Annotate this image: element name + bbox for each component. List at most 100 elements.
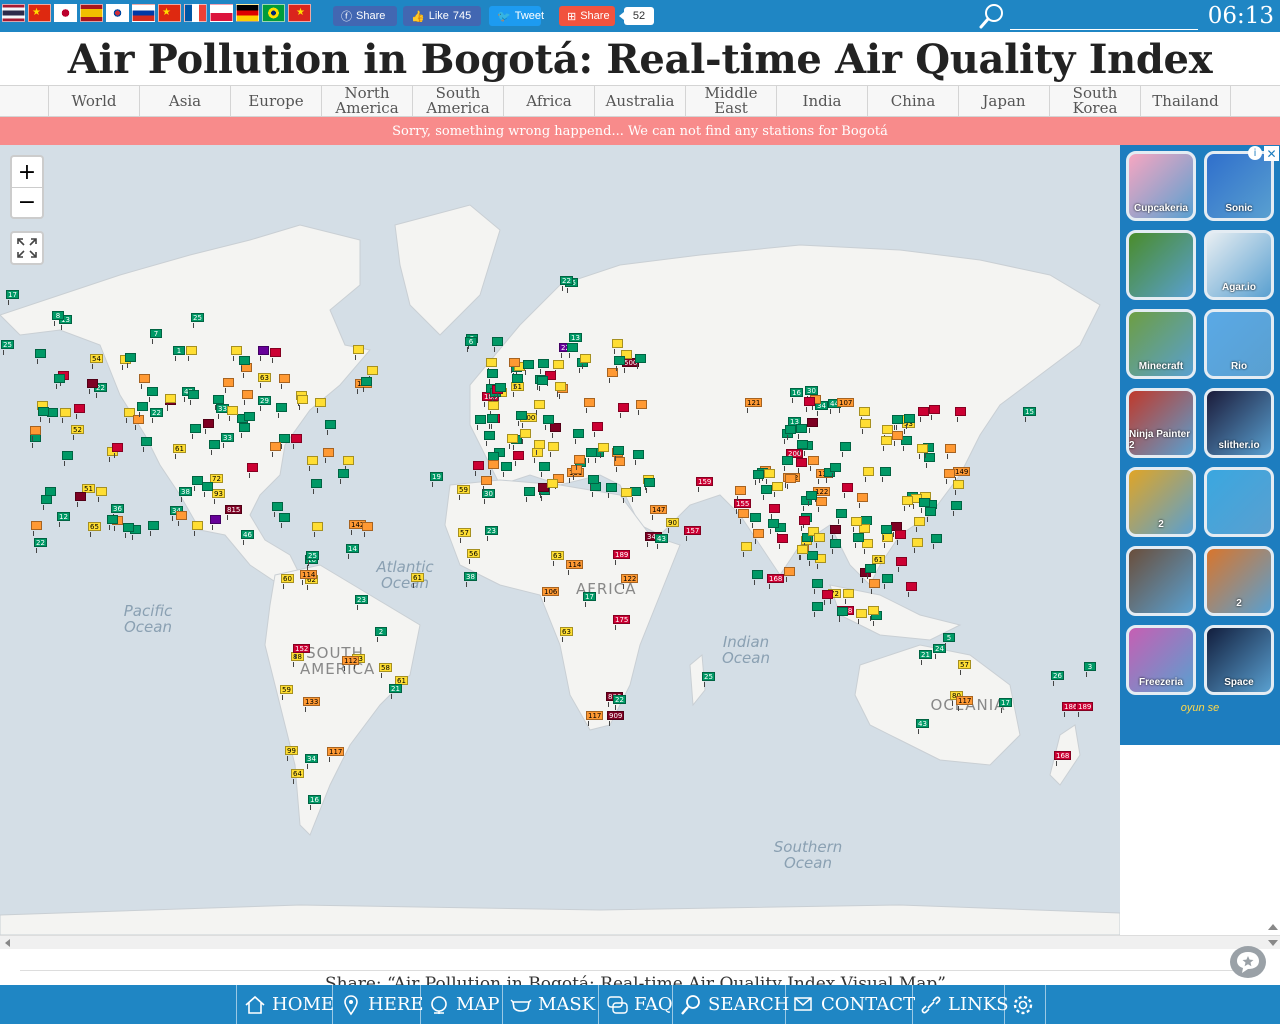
- region-tab-thailand[interactable]: Thailand: [1140, 86, 1231, 116]
- station-marker[interactable]: 43: [655, 534, 668, 549]
- ad-tile-cupcakeria[interactable]: Cupcakeria: [1126, 151, 1196, 221]
- station-marker[interactable]: 59: [457, 485, 470, 500]
- station-marker[interactable]: [227, 406, 238, 421]
- station-marker[interactable]: [361, 377, 372, 392]
- station-marker[interactable]: [231, 346, 242, 361]
- station-marker[interactable]: [912, 538, 923, 553]
- station-marker[interactable]: [148, 521, 159, 536]
- station-marker[interactable]: [270, 442, 281, 457]
- station-marker[interactable]: [495, 383, 506, 398]
- station-marker[interactable]: [808, 527, 819, 542]
- station-marker[interactable]: [475, 415, 486, 430]
- station-marker[interactable]: [125, 353, 136, 368]
- station-marker[interactable]: 63: [551, 551, 564, 566]
- station-marker[interactable]: [842, 483, 853, 498]
- station-marker[interactable]: 21: [919, 650, 932, 665]
- nav-mask[interactable]: MASK: [502, 985, 598, 1024]
- station-marker[interactable]: [785, 425, 796, 440]
- station-marker[interactable]: [481, 476, 492, 491]
- nav-links[interactable]: LINKS: [912, 985, 1009, 1024]
- poland-flag[interactable]: [210, 4, 233, 22]
- station-marker[interactable]: [906, 582, 917, 597]
- ad-close-icon[interactable]: ✕: [1264, 146, 1279, 161]
- station-marker[interactable]: 8: [52, 311, 64, 326]
- station-marker[interactable]: [534, 400, 545, 415]
- ad-tile-ninja-painter-2[interactable]: Ninja Painter 2: [1126, 388, 1196, 458]
- station-marker[interactable]: [186, 346, 197, 361]
- station-marker[interactable]: 12: [57, 512, 70, 527]
- station-marker[interactable]: [869, 579, 880, 594]
- station-marker[interactable]: [555, 382, 566, 397]
- station-marker[interactable]: [633, 450, 644, 465]
- hong-kong-flag[interactable]: ★: [158, 4, 181, 22]
- station-marker[interactable]: [509, 358, 520, 373]
- station-marker[interactable]: [35, 349, 46, 364]
- horizontal-scrollbar[interactable]: [0, 935, 1280, 949]
- station-marker[interactable]: 57: [458, 528, 471, 543]
- station-marker[interactable]: 65: [88, 522, 101, 537]
- station-marker[interactable]: [96, 487, 107, 502]
- thailand-flag[interactable]: [2, 4, 25, 22]
- station-marker[interactable]: 36: [111, 504, 124, 519]
- station-marker[interactable]: 189: [1076, 702, 1094, 717]
- station-marker[interactable]: [74, 404, 85, 419]
- station-marker[interactable]: [473, 461, 484, 476]
- station-marker[interactable]: 15: [1023, 407, 1036, 422]
- station-marker[interactable]: 25: [306, 551, 319, 566]
- station-marker[interactable]: 14: [346, 544, 359, 559]
- station-marker[interactable]: 106: [542, 587, 560, 602]
- station-marker[interactable]: [534, 440, 545, 455]
- station-marker[interactable]: [860, 419, 871, 434]
- ad-info-icon[interactable]: i: [1248, 146, 1262, 160]
- station-marker[interactable]: [614, 356, 625, 371]
- station-marker[interactable]: [865, 564, 876, 579]
- station-marker[interactable]: 61: [411, 573, 424, 588]
- station-marker[interactable]: 5: [943, 633, 955, 648]
- station-marker[interactable]: [797, 545, 808, 560]
- station-marker[interactable]: [924, 453, 935, 468]
- station-marker[interactable]: 29: [258, 396, 271, 411]
- station-marker[interactable]: [165, 394, 176, 409]
- station-marker[interactable]: 22: [560, 276, 573, 291]
- station-marker[interactable]: 64: [291, 769, 304, 784]
- station-marker[interactable]: 17: [6, 290, 19, 305]
- station-marker[interactable]: [87, 379, 98, 394]
- ad-tile-fireboy-2[interactable]: 2: [1204, 546, 1274, 616]
- station-marker[interactable]: [209, 440, 220, 455]
- station-marker[interactable]: [112, 443, 123, 458]
- japan-flag[interactable]: [54, 4, 77, 22]
- station-marker[interactable]: 43: [916, 719, 929, 734]
- region-tab-europe[interactable]: Europe: [230, 86, 321, 116]
- station-marker[interactable]: [868, 606, 879, 621]
- station-marker[interactable]: 56: [467, 549, 480, 564]
- nav-map[interactable]: MAP: [420, 985, 502, 1024]
- station-marker[interactable]: [190, 424, 201, 439]
- station-marker[interactable]: [592, 422, 603, 437]
- station-marker[interactable]: [516, 411, 527, 426]
- station-marker[interactable]: [147, 387, 158, 402]
- station-marker[interactable]: [635, 354, 646, 369]
- station-marker[interactable]: 63: [258, 373, 271, 388]
- station-marker[interactable]: [524, 487, 535, 502]
- station-marker[interactable]: 26: [1051, 671, 1064, 686]
- region-tab-africa[interactable]: Africa: [503, 86, 594, 116]
- favorite-button[interactable]: [1230, 946, 1266, 978]
- station-marker[interactable]: 61: [872, 555, 885, 570]
- station-marker[interactable]: 59: [280, 685, 293, 700]
- station-marker[interactable]: 23: [355, 595, 368, 610]
- vietnam-flag[interactable]: ★: [288, 4, 311, 22]
- vertical-scrollbar[interactable]: [1265, 916, 1280, 950]
- station-marker[interactable]: [895, 530, 906, 545]
- station-marker[interactable]: [343, 456, 354, 471]
- station-marker[interactable]: [41, 495, 52, 510]
- station-marker[interactable]: 57: [958, 660, 971, 675]
- station-marker[interactable]: 13: [569, 333, 582, 348]
- ad-tile-horse-game[interactable]: [1126, 546, 1196, 616]
- ad-tile-minecraft[interactable]: Minecraft: [1126, 309, 1196, 379]
- station-marker[interactable]: [141, 437, 152, 452]
- search-icon[interactable]: [978, 2, 1006, 30]
- station-marker[interactable]: 30: [482, 489, 495, 504]
- station-marker[interactable]: 52: [71, 425, 84, 440]
- station-marker[interactable]: [851, 517, 862, 532]
- station-marker[interactable]: 168: [767, 574, 785, 589]
